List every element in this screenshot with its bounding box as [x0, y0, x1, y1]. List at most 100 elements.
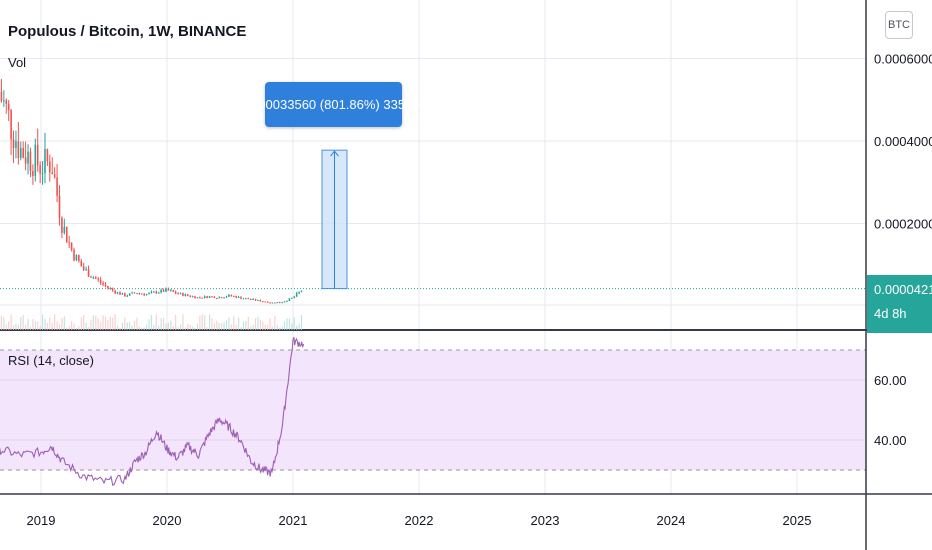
candle-body — [15, 141, 17, 148]
candle-body — [206, 296, 208, 298]
candle-body — [49, 161, 51, 173]
candle-body — [194, 296, 196, 299]
symbol-title[interactable]: Populous / Bitcoin, 1W, BINANCE — [8, 23, 247, 40]
rsi-axis-tick: 40.00 — [874, 433, 907, 448]
volume-bar — [184, 327, 186, 330]
volume-bar — [3, 317, 5, 330]
volume-bar — [27, 318, 29, 330]
candle-body — [184, 294, 187, 296]
candle-body — [3, 100, 5, 102]
volume-bar — [68, 325, 70, 330]
candle-body — [230, 294, 233, 297]
volume-bar — [54, 314, 56, 330]
volume-bar — [279, 327, 281, 330]
volume-bar — [235, 324, 237, 330]
volume-bar — [230, 324, 232, 330]
candle-body — [247, 298, 250, 300]
volume-bar — [211, 318, 213, 330]
candle-body — [24, 157, 27, 164]
candle-body — [252, 298, 254, 300]
candle-body — [143, 294, 145, 296]
volume-bar — [252, 324, 254, 330]
volume-bar — [39, 326, 41, 330]
volume-bar — [34, 321, 36, 330]
candle-body — [286, 300, 288, 302]
candle-body — [182, 293, 184, 296]
candle-body — [65, 226, 68, 243]
candle-body — [245, 298, 247, 300]
volume-bar — [119, 327, 121, 330]
candle-body — [189, 295, 191, 297]
candle-body — [39, 165, 41, 174]
candle-body — [73, 249, 75, 261]
volume-bar — [276, 325, 278, 330]
volume-bar — [293, 317, 295, 330]
measure-arrow-head — [330, 150, 339, 157]
currency-button[interactable]: BTC — [885, 11, 913, 39]
candle-body — [288, 298, 291, 301]
candle-body — [131, 292, 133, 294]
volume-bar — [288, 318, 290, 330]
candle-body — [261, 301, 264, 303]
candle-body — [102, 282, 104, 285]
volume-bar — [143, 327, 145, 330]
candle-body — [128, 293, 131, 296]
candle-body — [295, 293, 298, 297]
volume-bar — [129, 322, 131, 330]
candle-body — [78, 255, 80, 262]
time-axis-label: 2024 — [657, 513, 686, 528]
candle-body — [186, 294, 189, 296]
volume-bar — [46, 322, 48, 330]
time-axis-label: 2019 — [27, 513, 56, 528]
candle-body — [90, 276, 92, 278]
volume-bar — [73, 323, 75, 330]
volume-bar — [225, 320, 228, 330]
candle-body — [97, 278, 100, 280]
volume-bar — [116, 325, 119, 330]
volume-bar — [20, 317, 22, 330]
volume-bar — [63, 316, 65, 330]
volume-bar — [247, 316, 249, 330]
candle-body — [278, 302, 281, 304]
candle-body — [242, 298, 245, 300]
volume-bar — [51, 322, 53, 330]
candle-body — [264, 301, 266, 303]
volume-bar — [233, 315, 235, 330]
candle-body — [269, 302, 271, 304]
volume-bar — [17, 324, 19, 330]
candle-body — [177, 293, 179, 295]
candle-body — [249, 299, 252, 301]
candle-body — [211, 296, 213, 298]
candle-body — [153, 291, 155, 293]
volume-bar — [121, 322, 124, 330]
candle-body — [235, 296, 237, 298]
volume-bar — [160, 318, 162, 330]
volume-bar — [189, 324, 191, 330]
volume-bar — [240, 327, 242, 330]
candle-body — [19, 148, 22, 159]
candle-body — [150, 291, 153, 294]
candle-body — [179, 293, 182, 295]
volume-bar — [83, 314, 85, 330]
volume-bar — [250, 326, 252, 330]
candle-body — [218, 297, 221, 299]
volume-bar — [131, 325, 133, 330]
volume-bar — [206, 327, 208, 330]
candle-body — [174, 291, 177, 294]
candle-body — [95, 277, 97, 279]
volume-bar — [269, 317, 271, 330]
candle-body — [203, 296, 206, 299]
rsi-band — [0, 350, 866, 470]
volume-bar — [114, 314, 116, 330]
volume-bar — [95, 315, 97, 330]
candle-body — [196, 297, 199, 299]
volume-bar — [155, 314, 157, 330]
volume-bar — [107, 320, 109, 330]
rsi-label[interactable]: RSI (14, close) — [8, 353, 94, 368]
candle-body — [160, 289, 162, 293]
candle-body — [254, 298, 257, 301]
